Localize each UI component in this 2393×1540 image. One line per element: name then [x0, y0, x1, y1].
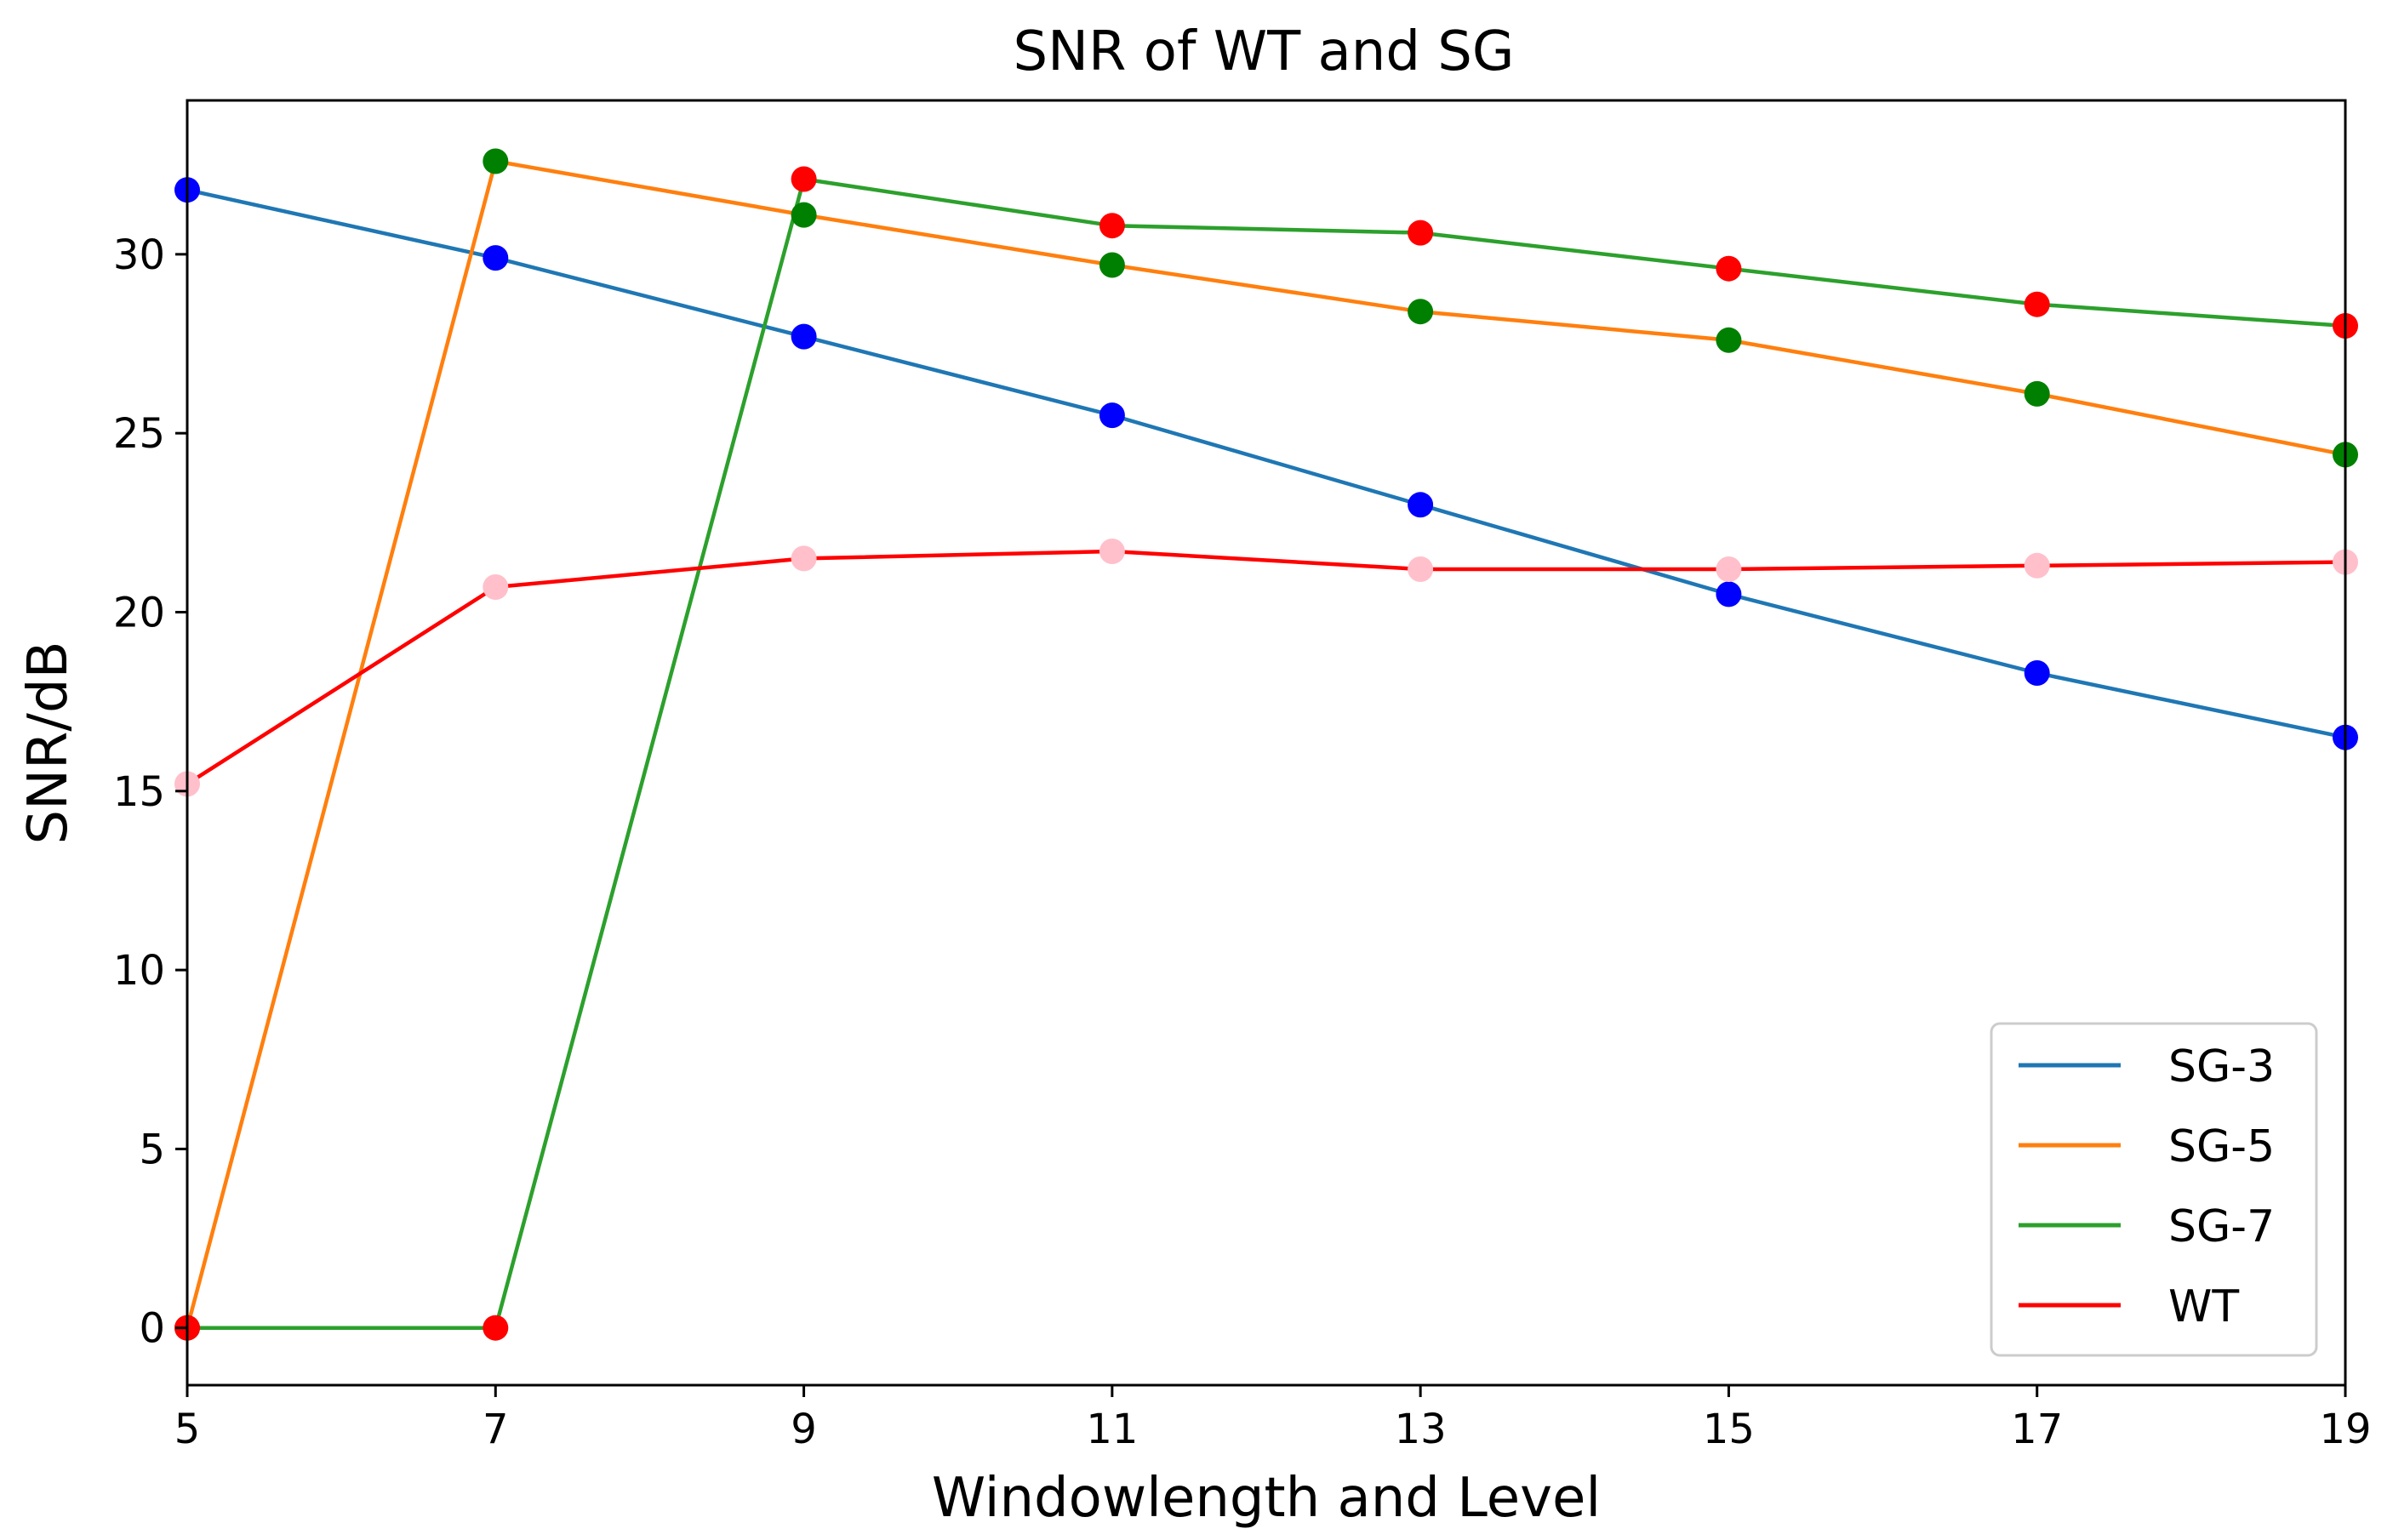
y-tick-label: 5 [139, 1126, 165, 1173]
legend-label-sg-3: SG-3 [2168, 1041, 2275, 1092]
y-axis-label: SNR/dB [17, 641, 80, 844]
series-line-sg-7 [187, 177, 2346, 1330]
marker-wt-11 [1099, 539, 1125, 564]
marker-sg-7-7 [483, 1315, 509, 1341]
y-tick-label: 25 [113, 410, 165, 458]
marker-sg-3-15 [1716, 581, 1742, 607]
marker-wt-7 [483, 574, 509, 600]
marker-sg-3-9 [791, 323, 817, 350]
marker-wt-13 [1408, 556, 1434, 582]
marker-sg-3-13 [1408, 492, 1434, 518]
y-tick-label: 30 [113, 231, 165, 279]
y-tick-label: 20 [113, 589, 165, 636]
marker-wt-9 [791, 545, 817, 572]
legend-label-wt: WT [2168, 1281, 2239, 1332]
marker-sg-5-15 [1716, 327, 1742, 353]
marker-sg-7-15 [1716, 255, 1742, 282]
y-tick-label: 15 [113, 768, 165, 816]
x-tick-label: 11 [1086, 1406, 1138, 1453]
marker-sg-3-7 [483, 245, 509, 271]
marker-sg-3-11 [1099, 402, 1125, 429]
marker-sg-5-13 [1408, 299, 1434, 325]
series-line-wt [186, 549, 2346, 786]
x-tick-label: 9 [791, 1406, 817, 1453]
marker-sg-3-17 [2024, 660, 2050, 686]
series-line-sg-3 [186, 188, 2346, 739]
marker-sg-5-9 [791, 202, 817, 228]
series-line-sg-5 [185, 159, 2346, 1329]
marker-sg-5-7 [483, 148, 509, 174]
x-tick-label: 7 [483, 1406, 509, 1453]
legend-label-sg-5: SG-5 [2168, 1121, 2275, 1172]
legend-label-sg-7: SG-7 [2168, 1201, 2275, 1252]
chart-title: SNR of WT and SG [1013, 20, 1514, 83]
x-tick-label: 17 [2011, 1406, 2063, 1453]
x-tick-label: 19 [2319, 1406, 2371, 1453]
marker-sg-7-13 [1408, 220, 1434, 246]
marker-sg-7-17 [2024, 291, 2050, 317]
marker-sg-7-9 [791, 166, 817, 192]
x-axis-label: Windowlength and Level [932, 1467, 1601, 1530]
x-tick-label: 13 [1395, 1406, 1447, 1453]
marker-wt-17 [2024, 552, 2050, 579]
legend-box [1990, 1022, 2318, 1357]
y-tick-label: 10 [113, 947, 165, 995]
x-tick-label: 15 [1703, 1406, 1755, 1453]
legend: SG-3 SG-5 SG-7 WT [1990, 1022, 2318, 1357]
x-tick-label: 5 [174, 1406, 201, 1453]
plot-frame [186, 99, 2347, 1387]
marker-sg-5-11 [1099, 252, 1125, 278]
marker-wt-15 [1716, 556, 1742, 582]
marker-sg-7-11 [1099, 213, 1125, 239]
marker-sg-5-17 [2024, 380, 2050, 407]
y-tick-label: 0 [139, 1305, 165, 1353]
